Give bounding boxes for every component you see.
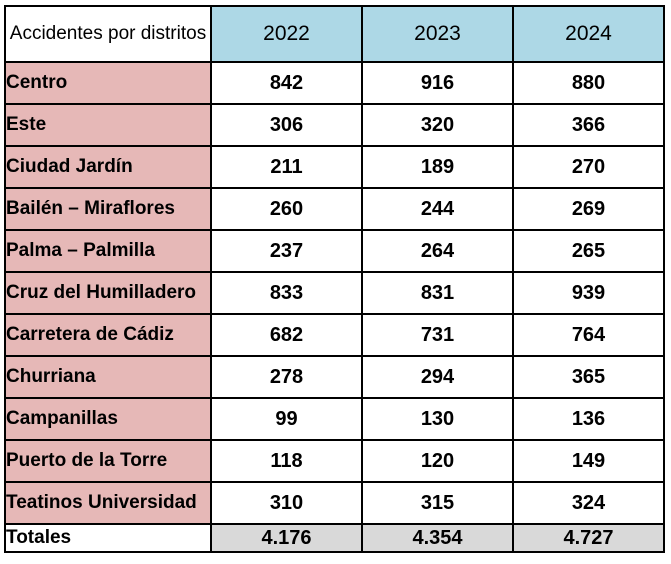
district-name: Cruz del Humilladero (4, 271, 212, 315)
table-row: Palma – Palmilla 237 264 265 (4, 229, 665, 273)
value-cell: 99 (210, 397, 363, 441)
value-cell: 136 (512, 397, 665, 441)
district-name: Este (4, 103, 212, 147)
table-row: Ciudad Jardín 211 189 270 (4, 145, 665, 189)
district-name: Puerto de la Torre (4, 439, 212, 483)
value-cell: 831 (361, 271, 514, 315)
column-header-2023: 2023 (361, 5, 514, 63)
value-cell: 269 (512, 187, 665, 231)
totals-row: Totales 4.176 4.354 4.727 (4, 523, 665, 553)
district-name: Carretera de Cádiz (4, 313, 212, 357)
total-2023: 4.354 (361, 523, 514, 553)
table-row: Teatinos Universidad 310 315 324 (4, 481, 665, 525)
value-cell: 149 (512, 439, 665, 483)
value-cell: 237 (210, 229, 363, 273)
table-row: Este 306 320 366 (4, 103, 665, 147)
value-cell: 365 (512, 355, 665, 399)
value-cell: 118 (210, 439, 363, 483)
value-cell: 764 (512, 313, 665, 357)
value-cell: 189 (361, 145, 514, 189)
value-cell: 270 (512, 145, 665, 189)
total-2024: 4.727 (512, 523, 665, 553)
table-row: Centro 842 916 880 (4, 61, 665, 105)
header-row: Accidentes por distritos 2022 2023 2024 (4, 5, 665, 63)
district-name: Palma – Palmilla (4, 229, 212, 273)
table-row: Bailén – Miraflores 260 244 269 (4, 187, 665, 231)
table-row: Cruz del Humilladero 833 831 939 (4, 271, 665, 315)
value-cell: 211 (210, 145, 363, 189)
value-cell: 916 (361, 61, 514, 105)
value-cell: 315 (361, 481, 514, 525)
value-cell: 366 (512, 103, 665, 147)
table-row: Campanillas 99 130 136 (4, 397, 665, 441)
value-cell: 682 (210, 313, 363, 357)
value-cell: 265 (512, 229, 665, 273)
value-cell: 833 (210, 271, 363, 315)
corner-header: Accidentes por distritos (4, 5, 212, 63)
value-cell: 731 (361, 313, 514, 357)
value-cell: 880 (512, 61, 665, 105)
value-cell: 120 (361, 439, 514, 483)
value-cell: 294 (361, 355, 514, 399)
value-cell: 306 (210, 103, 363, 147)
value-cell: 244 (361, 187, 514, 231)
totals-label: Totales (4, 523, 212, 553)
value-cell: 130 (361, 397, 514, 441)
table-row: Churriana 278 294 365 (4, 355, 665, 399)
value-cell: 842 (210, 61, 363, 105)
column-header-2024: 2024 (512, 5, 665, 63)
district-name: Campanillas (4, 397, 212, 441)
district-name: Centro (4, 61, 212, 105)
value-cell: 324 (512, 481, 665, 525)
value-cell: 310 (210, 481, 363, 525)
table-row: Carretera de Cádiz 682 731 764 (4, 313, 665, 357)
district-name: Churriana (4, 355, 212, 399)
table-row: Puerto de la Torre 118 120 149 (4, 439, 665, 483)
column-header-2022: 2022 (210, 5, 363, 63)
value-cell: 939 (512, 271, 665, 315)
district-name: Bailén – Miraflores (4, 187, 212, 231)
total-2022: 4.176 (210, 523, 363, 553)
district-name: Ciudad Jardín (4, 145, 212, 189)
value-cell: 278 (210, 355, 363, 399)
value-cell: 320 (361, 103, 514, 147)
value-cell: 264 (361, 229, 514, 273)
accidents-table: Accidentes por distritos 2022 2023 2024 … (4, 5, 665, 553)
value-cell: 260 (210, 187, 363, 231)
district-name: Teatinos Universidad (4, 481, 212, 525)
